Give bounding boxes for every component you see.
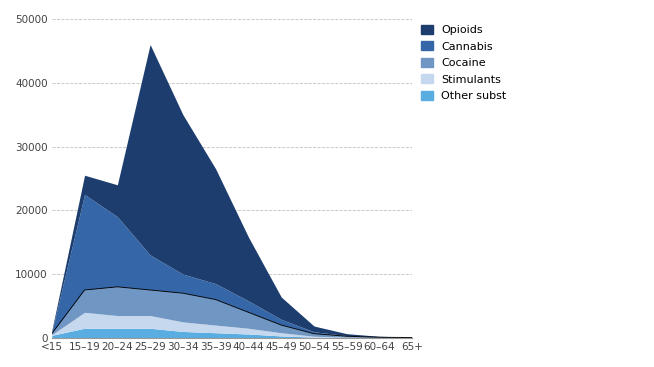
Legend: Opioids, Cannabis, Cocaine, Stimulants, Other subst: Opioids, Cannabis, Cocaine, Stimulants, … — [421, 25, 507, 101]
